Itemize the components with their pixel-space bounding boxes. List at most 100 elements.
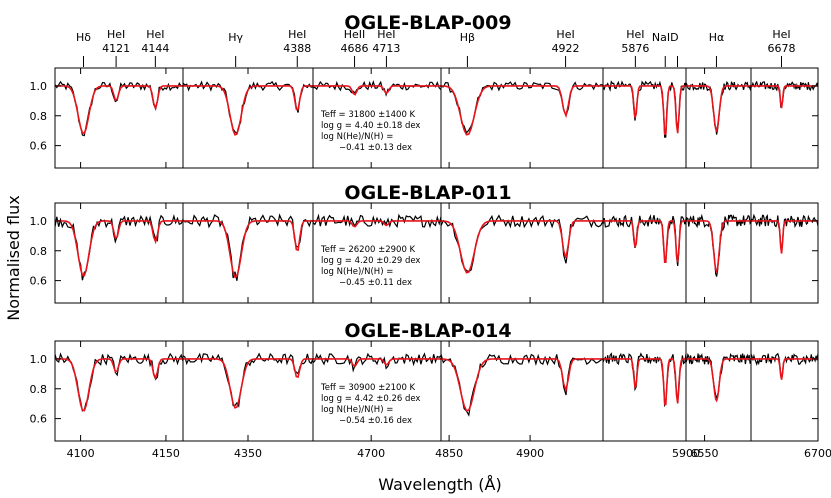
model-spectrum xyxy=(313,85,441,96)
model-spectrum xyxy=(55,220,183,277)
fit-parameter: log g = 4.40 ±0.18 dex xyxy=(321,121,420,131)
x-tick-label: 4350 xyxy=(234,447,262,460)
panel xyxy=(602,67,687,169)
line-id-label: Hα xyxy=(709,31,725,44)
y-tick-label: 0.8 xyxy=(30,383,48,396)
x-tick-label: 5900 xyxy=(672,447,700,460)
panel-frame xyxy=(54,340,184,442)
model-spectrum xyxy=(751,220,818,254)
panel xyxy=(750,340,819,442)
panel xyxy=(602,340,687,442)
fit-parameter: −0.45 ±0.11 dex xyxy=(339,278,412,288)
fit-parameter: Teff = 31800 ±1400 K xyxy=(320,110,416,120)
panel-frame xyxy=(750,67,819,169)
panel xyxy=(54,67,184,169)
fit-parameter: −0.54 ±0.16 dex xyxy=(339,416,412,426)
line-id-label: HeI xyxy=(107,28,125,41)
x-tick-label: 4850 xyxy=(435,447,463,460)
model-spectrum xyxy=(686,220,751,274)
fit-parameter: Teff = 26200 ±2900 K xyxy=(320,245,416,255)
line-id-wavelength: 6678 xyxy=(767,42,795,55)
line-id-label: Hβ xyxy=(460,31,475,44)
panel xyxy=(54,340,184,442)
y-tick-label: 1.0 xyxy=(30,353,48,366)
observed-spectrum xyxy=(55,80,183,137)
model-spectrum xyxy=(441,85,603,136)
panel-frame xyxy=(54,67,184,169)
panel-frame xyxy=(750,202,819,304)
panel-frame xyxy=(54,202,184,304)
observed-spectrum xyxy=(313,79,441,97)
line-id-label: HeI xyxy=(146,28,164,41)
fit-parameter: log g = 4.20 ±0.29 dex xyxy=(321,256,420,266)
observed-spectrum xyxy=(686,213,751,277)
observed-spectrum xyxy=(55,214,183,281)
y-tick-label: 0.6 xyxy=(30,413,48,426)
model-spectrum xyxy=(183,85,313,136)
y-tick-label: 1.0 xyxy=(30,215,48,228)
spectrum-row: OGLE-BLAP-014 1.0 0.8 0.6 Teff = 30900 ±2100… xyxy=(30,320,819,442)
fit-parameter: log g = 4.42 ±0.26 dex xyxy=(321,394,420,404)
row-title: OGLE-BLAP-009 xyxy=(344,12,511,34)
panel-frame xyxy=(440,67,604,169)
line-id-label: HeI xyxy=(556,28,574,41)
spectrum-row: OGLE-BLAP-009 1.0 0.8 0.6 Teff = 31800 ±1400… xyxy=(30,12,819,169)
model-spectrum xyxy=(751,358,818,380)
line-id-label: Hγ xyxy=(228,31,243,44)
x-tick-label: 4900 xyxy=(516,447,544,460)
panel xyxy=(182,340,314,442)
row-title: OGLE-BLAP-011 xyxy=(344,182,511,204)
fit-parameter: log N(He)/N(H) = xyxy=(321,132,393,142)
fit-parameter: Teff = 30900 ±2100 K xyxy=(320,383,416,393)
panel xyxy=(54,202,184,304)
panel xyxy=(750,67,819,169)
observed-spectrum xyxy=(603,352,686,408)
observed-spectrum xyxy=(441,353,603,417)
model-spectrum xyxy=(686,85,751,133)
model-spectrum xyxy=(441,358,603,412)
model-spectrum xyxy=(183,220,313,279)
line-id-label: HeI xyxy=(772,28,790,41)
panel-frame xyxy=(750,340,819,442)
model-spectrum xyxy=(686,358,751,403)
x-tick-label: 4150 xyxy=(152,447,180,460)
line-id-wavelength: 4144 xyxy=(141,42,169,55)
observed-spectrum xyxy=(751,213,818,252)
panel xyxy=(182,67,314,169)
line-id-label: NaID xyxy=(652,31,679,44)
chart-rows: OGLE-BLAP-009 1.0 0.8 0.6 Teff = 31800 ±1400… xyxy=(30,12,819,442)
y-tick-label: 0.6 xyxy=(30,140,48,153)
line-id-wavelength: 4713 xyxy=(372,42,400,55)
model-spectrum xyxy=(55,85,183,135)
fit-parameter: −0.41 ±0.13 dex xyxy=(339,143,412,153)
line-id-wavelength: 4388 xyxy=(283,42,311,55)
panel xyxy=(685,340,752,442)
line-id-label: HeII xyxy=(344,28,366,41)
fit-parameter: log N(He)/N(H) = xyxy=(321,405,393,415)
x-tick-label: 4100 xyxy=(67,447,95,460)
line-id-wavelength: 4686 xyxy=(341,42,369,55)
panel xyxy=(440,340,604,442)
x-axis-label: Wavelength (Å) xyxy=(378,475,501,494)
line-id-label: HeI xyxy=(626,28,644,41)
panel xyxy=(685,202,752,304)
model-spectrum xyxy=(603,85,686,135)
line-id-label: HeI xyxy=(288,28,306,41)
observed-spectrum xyxy=(441,214,603,273)
x-tick-label: 4700 xyxy=(357,447,385,460)
model-spectrum xyxy=(183,358,313,409)
observed-spectrum xyxy=(313,352,441,373)
observed-spectrum xyxy=(686,80,751,135)
panel-frame xyxy=(602,67,687,169)
observed-spectrum xyxy=(183,213,313,281)
x-tick-label: 6550 xyxy=(691,447,719,460)
model-spectrum xyxy=(603,358,686,406)
line-id-wavelength: 4121 xyxy=(102,42,130,55)
spectrum-row: OGLE-BLAP-011 1.0 0.8 0.6 Teff = 26200 ±2900… xyxy=(30,182,819,304)
x-tick-label: 6700 xyxy=(804,447,831,460)
panel xyxy=(440,67,604,169)
observed-spectrum xyxy=(441,81,603,135)
